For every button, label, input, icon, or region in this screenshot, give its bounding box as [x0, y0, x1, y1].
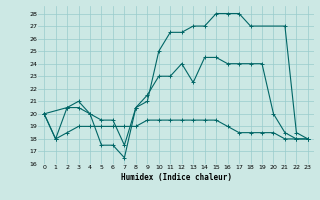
X-axis label: Humidex (Indice chaleur): Humidex (Indice chaleur)	[121, 173, 231, 182]
